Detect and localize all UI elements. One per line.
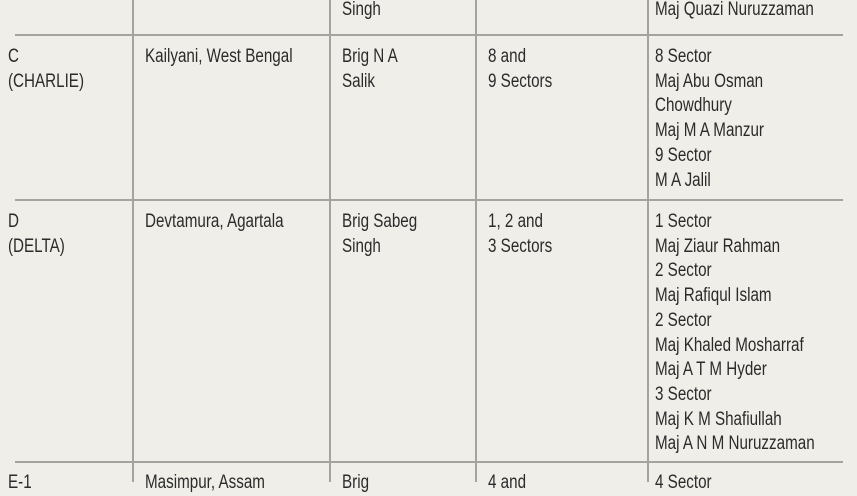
row-divider <box>15 34 843 36</box>
column-divider <box>647 0 649 482</box>
headquarters-cell: Kailyani, West Bengal <box>145 46 293 67</box>
headquarters-cell: Devtamura, Agartala <box>145 211 284 232</box>
force-name-cell: C (CHARLIE) <box>8 46 85 92</box>
sector-commanders-cell: 1 Sector Maj Ziaur Rahman 2 Sector Maj R… <box>655 211 815 455</box>
sector-commanders-cell: Maj Quazi Nuruzzaman <box>655 0 814 20</box>
row-divider <box>15 461 843 463</box>
column-divider <box>329 0 331 482</box>
column-divider <box>475 0 477 482</box>
sectors-cell: 8 and 9 Sectors <box>488 46 553 92</box>
commander-cell: Singh <box>342 0 381 20</box>
sectors-cell: 1, 2 and 3 Sectors <box>488 211 553 257</box>
force-name-cell: D (DELTA) <box>8 211 65 257</box>
commander-cell: Brig Sabeg Singh <box>342 211 418 257</box>
column-divider <box>132 0 134 482</box>
sector-commanders-cell: 4 Sector <box>655 472 712 493</box>
headquarters-cell: Masimpur, Assam <box>145 472 265 493</box>
sector-commanders-cell: 8 Sector Maj Abu Osman Chowdhury Maj M A… <box>655 46 764 191</box>
row-divider <box>15 199 843 201</box>
commander-cell: Brig N A Salik <box>342 46 398 92</box>
